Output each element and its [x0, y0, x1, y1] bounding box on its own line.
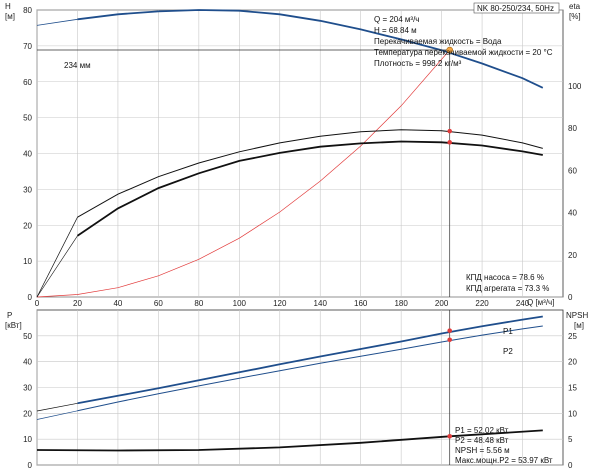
right-axis-title-npsh: NPSH [м] [566, 311, 588, 330]
bottom-grid [36, 310, 563, 466]
info-eta-unit: КПД агрегата = 73.3 % [466, 284, 549, 293]
h-tick-label: 20 [23, 221, 32, 230]
eta-tick-label: 100 [568, 82, 582, 91]
h-tick-label: 10 [23, 257, 32, 266]
curve-p1_ext [36, 402, 78, 412]
h-tick-label: 70 [23, 42, 32, 51]
x-tick-label: 100 [233, 299, 247, 308]
info-temperature: Температура перекачиваемой жидкости = 20… [374, 48, 553, 57]
curve-eta_pump [77, 129, 543, 218]
npsh-tick-label: 10 [568, 409, 577, 418]
info-liquid: Перекачиваемая жидкость = Вода [374, 37, 502, 46]
right-axis-title-eta: eta [%] [569, 2, 581, 21]
series-label-p1: P1 [503, 327, 513, 336]
npsh-tick-label: 25 [568, 332, 577, 341]
series-label-p2: P2 [503, 347, 513, 356]
p-tick-label: 40 [23, 358, 32, 367]
p-tick-label: 30 [23, 384, 32, 393]
p-axis-symbol: P [7, 311, 12, 320]
curves [36, 9, 544, 452]
left-axis-title-h: H [м] [5, 2, 15, 21]
axis-ticks: 0 20 40 60 80 100 120 140 160 180 200 220 2400102030… [23, 6, 582, 470]
power-info-block: P1 = 52.02 кВт P2 = 48.48 кВт NPSH = 5.5… [455, 426, 553, 465]
curve-p1 [77, 315, 543, 405]
h-tick-label: 80 [23, 6, 32, 15]
npsh-tick-label: 5 [568, 435, 573, 444]
x-tick-label: 120 [273, 299, 287, 308]
duty-point-p2 [447, 337, 453, 343]
eta-axis-symbol: eta [569, 2, 581, 11]
info-density: Плотность = 998.2 кг/м³ [374, 59, 462, 68]
model-label-box [473, 2, 560, 14]
x-tick-label: 220 [475, 299, 489, 308]
curve-head_ext [36, 18, 78, 26]
curve-system [36, 49, 450, 298]
curve-eta_pump_ext [36, 217, 78, 298]
h-tick-label: 0 [28, 293, 33, 302]
h-tick-label: 50 [23, 114, 32, 123]
info-p1: P1 = 52.02 кВт [455, 426, 509, 435]
x-axis-title-q: Q [м³/ч] [527, 298, 554, 307]
impeller-diameter-label: 234 мм [64, 61, 91, 70]
h-tick-label: 40 [23, 150, 32, 159]
curve-p2 [77, 325, 543, 412]
p-tick-label: 20 [23, 409, 32, 418]
npsh-axis-symbol: NPSH [566, 311, 588, 320]
h-tick-label: 60 [23, 78, 32, 87]
info-flow: Q = 204 м³/ч [374, 15, 419, 24]
npsh-axis-unit: [м] [574, 321, 584, 330]
info-head: H = 68.84 м [374, 26, 417, 35]
curve-p2_ext [36, 410, 78, 420]
x-tick-label: 240 [516, 299, 530, 308]
h-axis-symbol: H [5, 2, 11, 11]
eta-tick-label: 0 [568, 293, 573, 302]
npsh-tick-label: 20 [568, 358, 577, 367]
model-label: NK 80-250/234, 50Hz [477, 4, 554, 13]
left-axis-title-p: P [кВт] [5, 311, 22, 330]
info-max-p2: Макс.мощн.P2 = 53.97 кВт [455, 456, 553, 465]
p-tick-label: 0 [28, 461, 33, 470]
x-tick-label: 20 [73, 299, 82, 308]
eta-tick-label: 20 [568, 251, 577, 260]
p-tick-label: 10 [23, 435, 32, 444]
x-tick-label: 0 [35, 299, 40, 308]
eta-tick-label: 40 [568, 209, 577, 218]
curve-head [77, 9, 544, 89]
duty-point-p1 [447, 328, 453, 333]
x-tick-label: 160 [354, 299, 368, 308]
npsh-tick-label: 15 [568, 384, 577, 393]
x-tick-label: 60 [154, 299, 163, 308]
h-axis-unit: [м] [5, 12, 15, 21]
duty-point-head [446, 46, 454, 54]
eta-tick-label: 60 [568, 166, 577, 175]
x-tick-label: 80 [194, 299, 203, 308]
npsh-tick-label: 0 [568, 461, 573, 470]
duty-point-eta-pump [447, 128, 453, 134]
info-eta-pump: КПД насоса = 78.6 % [466, 273, 544, 282]
x-tick-label: 200 [435, 299, 449, 308]
p-tick-label: 50 [23, 332, 32, 341]
curve-eta_unit [76, 140, 543, 237]
x-tick-label: 40 [113, 299, 122, 308]
eta-axis-unit: [%] [569, 12, 581, 21]
h-tick-label: 30 [23, 185, 32, 194]
info-p2: P2 = 48.48 кВт [455, 436, 509, 445]
efficiency-info-block: КПД насоса = 78.6 % КПД агрегата = 73.3 … [466, 273, 549, 293]
x-tick-label: 140 [314, 299, 328, 308]
x-tick-label: 180 [394, 299, 408, 308]
duty-point-npsh [447, 433, 453, 439]
duty-point-eta-unit [447, 140, 453, 145]
duty-info-block: Q = 204 м³/ч H = 68.84 м Перекачиваемая … [374, 15, 553, 68]
eta-tick-label: 80 [568, 124, 577, 133]
curve-eta_unit_ext [36, 235, 78, 298]
p-axis-unit: [кВт] [5, 321, 22, 330]
info-npsh: NPSH = 5.56 м [455, 446, 510, 455]
duty-point-markers [37, 46, 454, 465]
